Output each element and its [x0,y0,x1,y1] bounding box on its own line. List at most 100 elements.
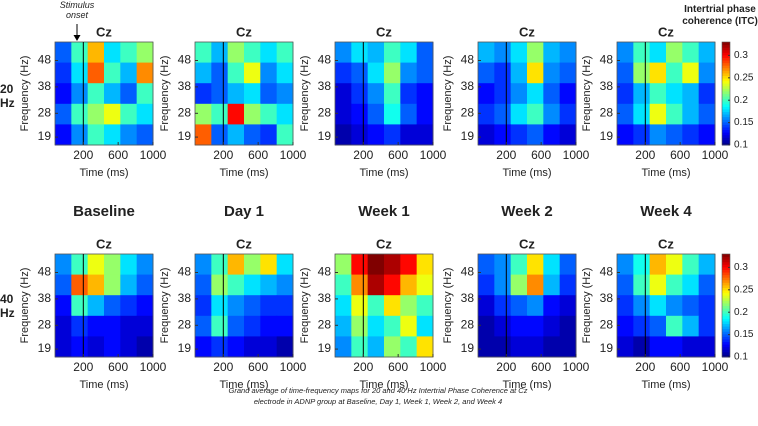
y-tick-label: 38 [38,79,52,93]
row-label: 40 Hz [0,292,15,320]
heatmap-cell [244,295,261,317]
colorbar-swatch [722,114,730,118]
colorbar-swatch [722,108,730,113]
heatmap-cell [666,315,683,337]
heatmap-cell [136,274,154,296]
x-tick-label: 1000 [280,148,307,162]
heatmap-cell [416,124,434,146]
heatmap-cell [71,254,89,276]
heatmap-cell [543,336,561,358]
heatmap-cell [649,42,667,64]
heatmap-cell [617,274,634,296]
heatmap-cell [260,62,278,84]
y-axis-label: Frequency (Hz) [442,56,454,132]
heatmap-cell [617,103,634,125]
colorbar-swatch [722,44,730,48]
heatmap-cell [416,274,434,296]
heatmap-cell [494,254,512,276]
heatmap-cell [543,295,561,317]
colorbar-tick-label: 0.1 [734,352,748,363]
heatmap-cell [633,254,651,276]
heatmap-cell [195,124,212,146]
colorbar-swatch [722,139,730,143]
heatmap-cell [682,254,700,276]
heatmap-cell [400,62,418,84]
heatmap-cell [384,42,401,64]
heatmap-cell [136,42,154,64]
heatmap-cell [227,42,245,64]
heatmap-cell [260,295,278,317]
panel-title: Cz [96,236,112,251]
x-tick-label: 600 [531,360,551,374]
heatmap-cell [649,336,667,358]
heatmap-cell [682,124,700,146]
x-tick-label: 200 [353,360,373,374]
colorbar-swatch [722,49,730,53]
heatmap-cell [211,274,229,296]
colorbar-swatch [722,137,730,141]
heatmap-cell [195,336,212,358]
colorbar-swatch [722,52,730,56]
heatmap-cell [351,274,369,296]
heatmap-cell [543,62,561,84]
heatmap-cell [510,315,528,337]
y-tick-label: 38 [600,291,614,305]
heatmap-cell [543,124,561,146]
heatmap-cell [335,295,352,317]
heatmap-cell [649,295,667,317]
x-tick-label: 1000 [140,360,167,374]
heatmap-cell [527,336,544,358]
y-tick-label: 19 [600,129,614,143]
heatmap-cell [494,274,512,296]
y-tick-label: 38 [461,79,475,93]
x-tick-label: 1000 [280,360,307,374]
heatmap-cell [559,336,577,358]
y-tick-label: 28 [178,105,192,119]
colorbar-swatch [722,65,730,69]
heatmap-cell [478,315,495,337]
plot-frame [616,253,716,358]
heatmap-cell [335,62,352,84]
heatmap-cell [682,315,700,337]
heatmap-cell [494,42,512,64]
heatmap-cell [698,42,716,64]
x-tick-label: 600 [248,360,268,374]
heatmap-cell [276,83,294,105]
heatmap-cell [559,62,577,84]
heatmap-cell [55,295,72,317]
heatmap-cell [87,62,105,84]
heatmap-cell [276,315,294,337]
heatmap-cell [351,336,369,358]
x-axis-label: Time (ms) [641,379,690,391]
column-label: Week 2 [501,203,552,220]
heatmap-cell [510,62,528,84]
colorbar-tick-label: 0.2 [734,307,748,318]
heatmap-cell [367,103,385,125]
x-tick-label: 600 [108,148,128,162]
heatmap-cell [400,254,418,276]
colorbar-swatch [722,297,730,301]
x-tick-label: 600 [388,148,408,162]
heatmap-cell [136,124,154,146]
heatmap-cell [617,295,634,317]
heatmap-cell [227,103,245,125]
heatmap-cell [543,103,561,125]
colorbar-swatch [722,336,730,340]
heatmap-cell [120,274,138,296]
y-tick-label: 19 [38,129,52,143]
heatmap-cell [649,103,667,125]
heatmap-cell [211,254,229,276]
heatmap-cell [55,42,72,64]
heatmap-cell [260,124,278,146]
heatmap-cell [384,336,401,358]
colorbar-title: Intertrial phase coherence (ITC) [682,4,758,27]
colorbar-swatch [722,78,730,82]
colorbar-swatch [722,290,730,294]
x-tick-label: 600 [670,360,690,374]
y-tick-label: 38 [318,79,332,93]
heatmap-cell [276,62,294,84]
colorbar-swatch [722,305,730,309]
colorbar-swatch [722,274,730,278]
heatmap-cell [87,83,105,105]
x-axis-label: Time (ms) [502,167,551,179]
